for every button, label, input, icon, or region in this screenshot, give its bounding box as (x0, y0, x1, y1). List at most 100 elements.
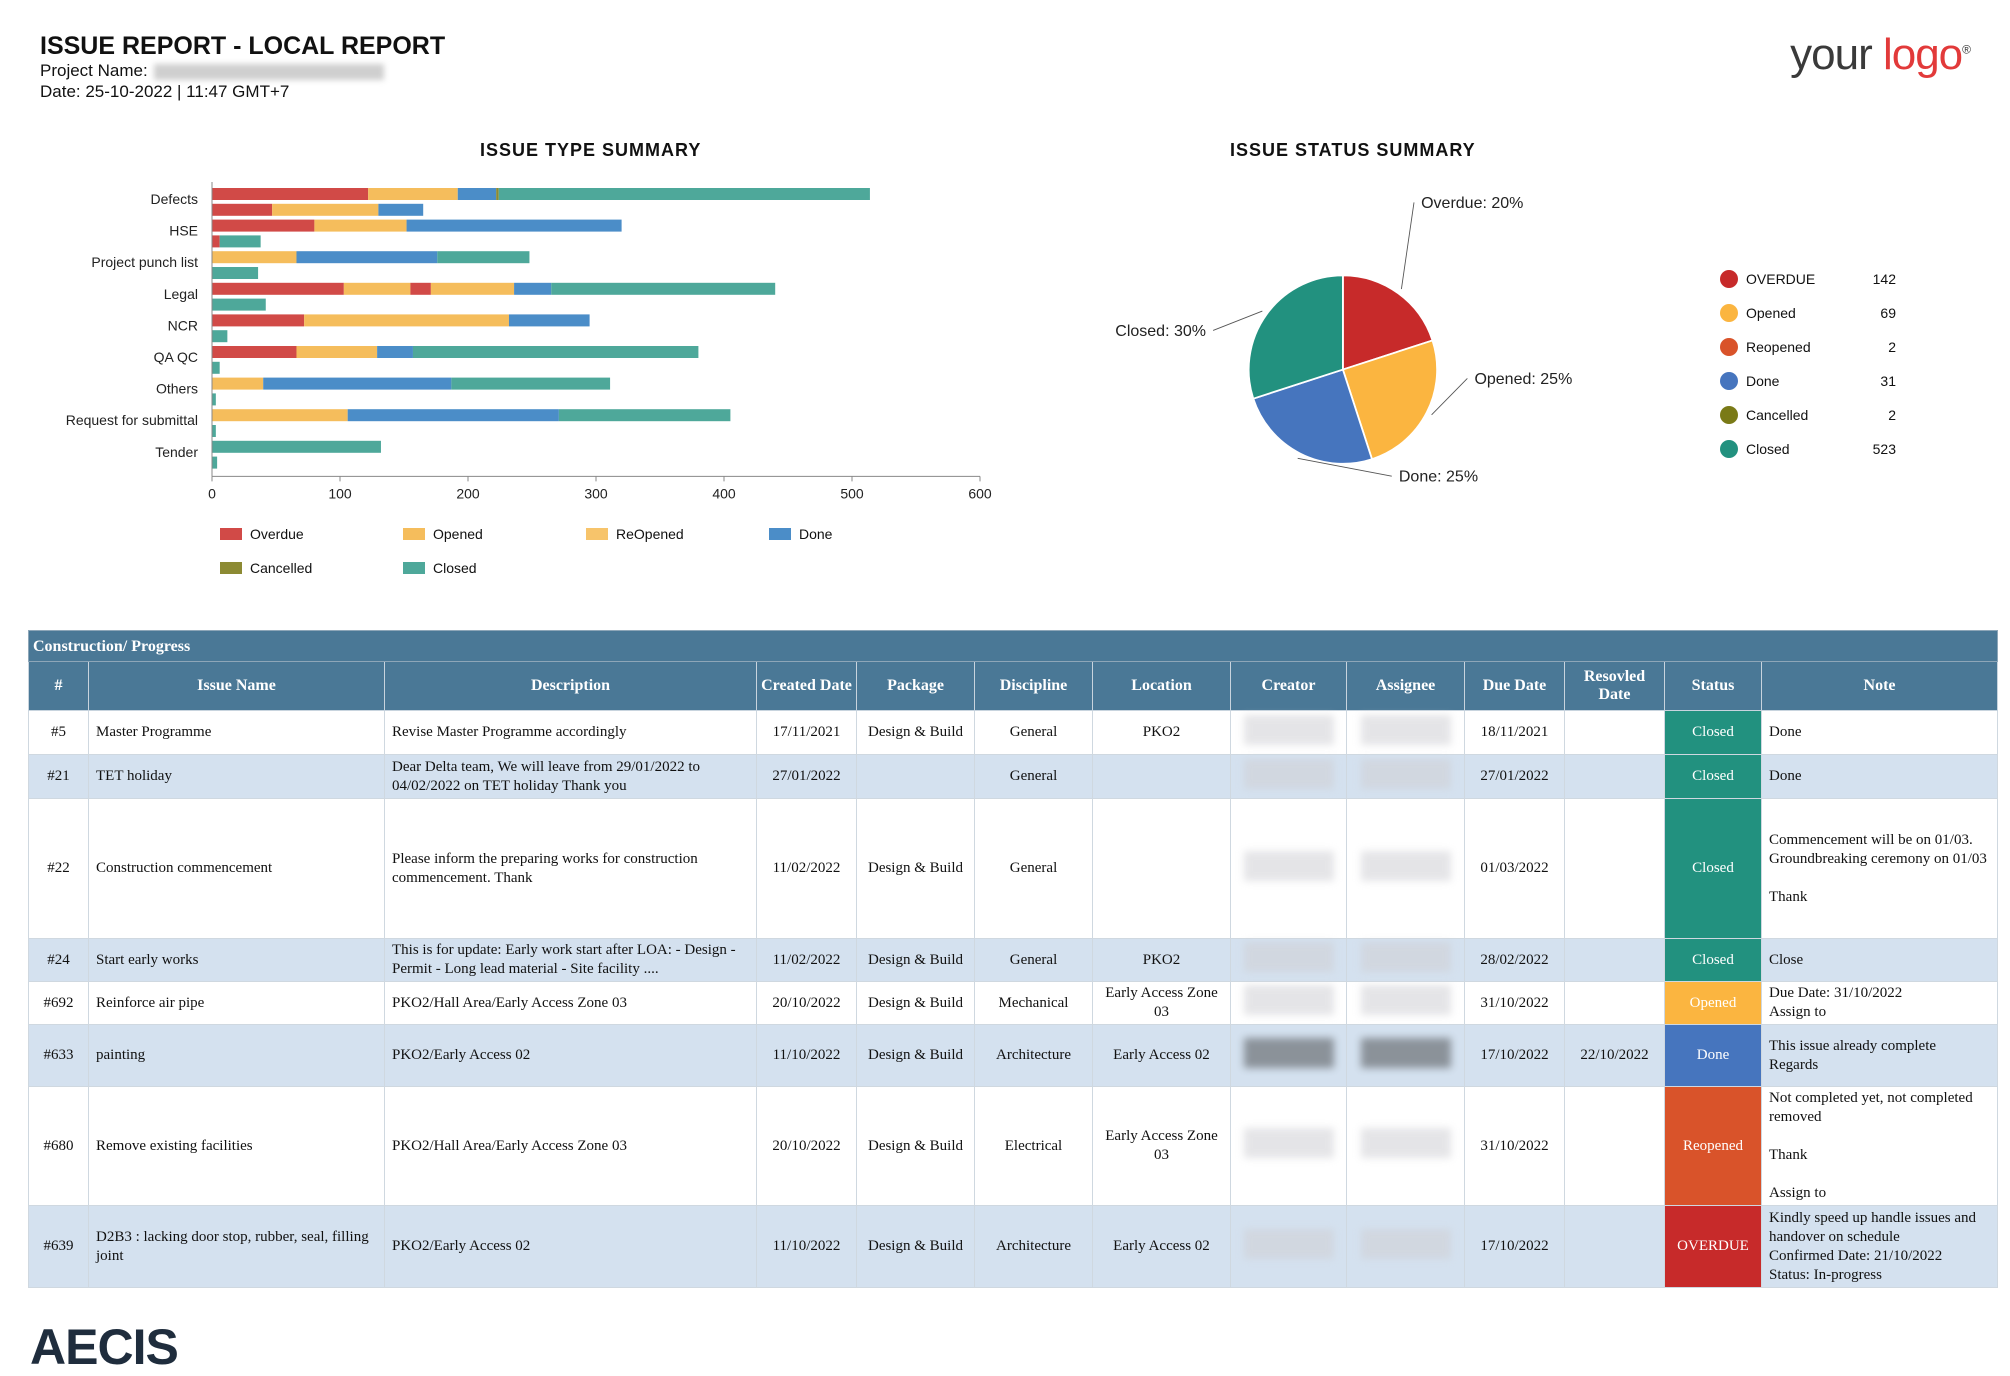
bar-segment-done (347, 409, 559, 422)
created-date: 11/02/2022 (756, 798, 857, 939)
creator (1230, 1024, 1347, 1087)
legend-label: Opened (1746, 305, 1796, 321)
bar-segment-cancelled (496, 188, 499, 200)
location: Early Access 02 (1092, 1205, 1231, 1288)
due-date: 31/10/2022 (1464, 1086, 1565, 1206)
issue-id: #21 (28, 754, 89, 799)
created-date: 11/02/2022 (756, 938, 857, 982)
status-badge: OVERDUE (1664, 1205, 1762, 1288)
x-tick-label: 400 (712, 485, 736, 501)
package: Design & Build (856, 938, 975, 982)
issue-name: Start early works (88, 938, 385, 982)
table-row[interactable]: #22 Construction commencement Please infor… (28, 798, 1999, 939)
pie-legend-item: Opened 69 (1720, 296, 1896, 330)
assignee (1346, 938, 1465, 982)
category-label: Tender (155, 444, 198, 460)
bar-segment-closed (212, 393, 216, 406)
issue-id: #680 (28, 1086, 89, 1206)
due-date: 17/10/2022 (1464, 1024, 1565, 1087)
issue-id: #692 (28, 981, 89, 1025)
x-tick-label: 200 (456, 485, 480, 501)
bar-segment-closed (212, 361, 220, 374)
assignee (1346, 798, 1465, 939)
due-date: 01/03/2022 (1464, 798, 1565, 939)
issue-id: #24 (28, 938, 89, 982)
bar-segment-done (406, 219, 622, 232)
bar-segment-done (377, 346, 413, 358)
report-title: ISSUE REPORT - LOCAL REPORT (40, 32, 446, 60)
bar-segment-opened (343, 282, 411, 295)
redacted-assignee (1360, 985, 1451, 1015)
category-label: Defects (151, 191, 198, 207)
resolved-date (1564, 938, 1665, 982)
legend-label: Done (799, 526, 833, 542)
bar-segment-overdue (212, 314, 305, 327)
pie-slice-label: Done: 25% (1399, 469, 1478, 486)
created-date: 20/10/2022 (756, 1086, 857, 1206)
assignee (1346, 1086, 1465, 1206)
column-header: Package (856, 661, 975, 711)
category-label: Project punch list (91, 254, 198, 270)
legend-dot (1720, 270, 1738, 288)
column-header: Note (1760, 661, 1999, 711)
pie-slice (1247, 274, 1344, 400)
legend-count: 69 (1880, 305, 1896, 321)
bar-segment-closed (558, 409, 731, 422)
pie-legend-item: Cancelled 2 (1720, 398, 1896, 432)
table-row[interactable]: #680 Remove existing facilities PKO2/Hall … (28, 1086, 1999, 1206)
resolved-date (1564, 754, 1665, 799)
redacted-creator (1243, 850, 1334, 881)
legend-count: 142 (1872, 271, 1896, 287)
location: PKO2 (1092, 938, 1231, 982)
resolved-date (1564, 798, 1665, 939)
pie-slice (1342, 274, 1434, 371)
issue-status-pie-chart: Overdue: 20% Opened: 25% Done: 25% Closed: … (1115, 195, 1572, 486)
category-label: Legal (164, 286, 198, 302)
resolved-date (1564, 1205, 1665, 1288)
issue-name: Reinforce air pipe (88, 981, 385, 1025)
issue-type-bar-chart: Defects HSE Project punch list Legal NCR QA Q… (66, 182, 992, 501)
legend-swatch (586, 528, 608, 540)
table-row[interactable]: #21 TET holiday Dear Delta team, We will l… (28, 754, 1999, 799)
redacted-creator (1243, 1228, 1334, 1259)
discipline: General (974, 798, 1093, 939)
column-header: Resovled Date (1564, 661, 1665, 711)
bar-segment-closed (212, 425, 216, 437)
bar-segment-opened (212, 377, 264, 390)
bar-segment-done (457, 188, 497, 200)
package: Design & Build (856, 710, 975, 755)
table-row[interactable]: #5 Master Programme Revise Master Programm… (28, 710, 1999, 755)
bar-segment-closed (212, 267, 259, 279)
creator (1230, 981, 1347, 1025)
legend-label: Cancelled (250, 560, 313, 576)
redacted-project-name (153, 63, 384, 80)
resolved-date: 22/10/2022 (1564, 1024, 1665, 1087)
redacted-creator (1243, 1128, 1334, 1158)
creator (1230, 938, 1347, 982)
pie-slice-label: Opened: 25% (1474, 371, 1572, 388)
location: Early Access 02 (1092, 1024, 1231, 1087)
due-date: 17/10/2022 (1464, 1205, 1565, 1288)
location (1092, 754, 1231, 799)
legend-label: Done (1746, 373, 1780, 389)
legend-label: Overdue (250, 526, 304, 542)
bar-legend-item-reopened: ReOpened (586, 526, 684, 542)
status-badge: Done (1664, 1024, 1762, 1087)
status-badge: Closed (1664, 754, 1762, 799)
table-row[interactable]: #692 Reinforce air pipe PKO2/Hall Area/Ear… (28, 981, 1999, 1025)
legend-count: 2 (1888, 407, 1896, 423)
pie-legend-item: Done 31 (1720, 364, 1896, 398)
table-row[interactable]: #633 painting PKO2/Early Access 02 11/10/20… (28, 1024, 1999, 1087)
issue-id: #22 (28, 798, 89, 939)
assignee (1346, 754, 1465, 799)
package: Design & Build (856, 981, 975, 1025)
location: Early Access Zone 03 (1092, 1086, 1231, 1206)
issue-name: D2B3 : lacking door stop, rubber, seal, … (88, 1205, 385, 1288)
table-row[interactable]: #24 Start early works This is for update: … (28, 938, 1999, 982)
table-row[interactable]: #639 D2B3 : lacking door stop, rubber, se… (28, 1205, 1999, 1288)
issue-table-wrapper: Construction/ Progress # Issue Name Descri… (27, 630, 1999, 1288)
creator (1230, 754, 1347, 799)
pie-slice-label: Overdue: 20% (1421, 195, 1523, 212)
issue-id: #5 (28, 710, 89, 755)
due-date: 27/01/2022 (1464, 754, 1565, 799)
